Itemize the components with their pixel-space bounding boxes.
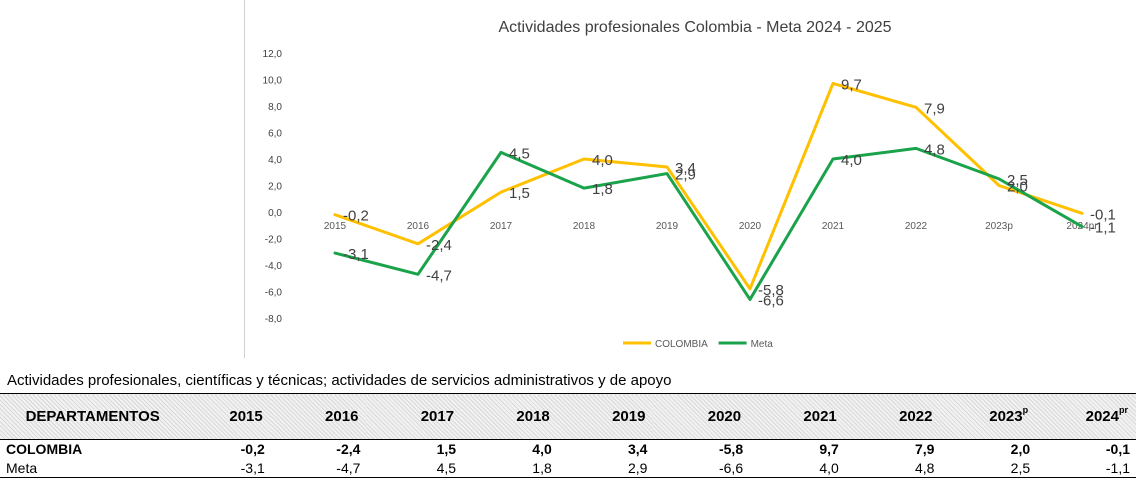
table-cell: -4,7 — [336, 459, 361, 476]
data-label: -4,7 — [426, 267, 452, 284]
data-label: -3,1 — [343, 246, 369, 263]
x-tick-label: 2019 — [656, 221, 679, 232]
data-label: 4,8 — [924, 141, 945, 158]
header-year: 2022 — [899, 408, 933, 425]
data-label: 2,9 — [675, 167, 696, 184]
data-label: 9,7 — [841, 76, 862, 93]
data-label: 4,0 — [592, 152, 613, 169]
x-tick-label: 2022 — [905, 221, 928, 232]
x-tick-label: 2018 — [573, 221, 596, 232]
x-tick-label: 2016 — [407, 221, 430, 232]
header-year: 2021 — [803, 408, 837, 425]
table-caption: Actividades profesionales, científicas y… — [7, 372, 672, 389]
data-label: -1,1 — [1090, 220, 1116, 237]
header-year: 2018 — [516, 408, 550, 425]
y-tick-label: 8,0 — [268, 102, 282, 113]
data-label: -6,6 — [758, 292, 784, 309]
header-departamentos: DEPARTAMENTOS — [25, 408, 160, 425]
data-label: 1,8 — [592, 181, 613, 198]
table-cell: 4,0 — [819, 459, 839, 476]
y-tick-label: -8,0 — [265, 314, 283, 325]
table-cell: -3,1 — [240, 459, 265, 476]
data-label: 1,5 — [509, 185, 530, 202]
header-year: 2020 — [707, 408, 742, 425]
table-cell: 1,5 — [436, 441, 457, 458]
header-year: 2024pr — [1085, 405, 1128, 425]
data-label: 3,4 — [675, 160, 696, 177]
table-cell: 2,0 — [1010, 441, 1031, 458]
table-cell: -6,6 — [718, 459, 744, 476]
header-year: 2019 — [612, 408, 646, 425]
table-header-row: DEPARTAMENTOS 2015 2016 2017 2018 2019 2… — [0, 393, 1136, 440]
y-tick-label: 2,0 — [268, 182, 282, 193]
data-table: DEPARTAMENTOS 2015 2016 2017 2018 2019 2… — [0, 393, 1136, 478]
data-label: 4,0 — [841, 152, 862, 169]
line-chart: Actividades profesionales Colombia - Met… — [263, 19, 1116, 350]
data-label: -2,4 — [426, 237, 452, 254]
x-tick-label: 2017 — [490, 221, 513, 232]
y-tick-label: -6,0 — [265, 288, 283, 299]
y-tick-label: 10,0 — [263, 76, 283, 87]
y-tick-label: 4,0 — [268, 155, 282, 166]
row-label: Meta — [6, 459, 38, 476]
chart-title: Actividades profesionales Colombia - Met… — [498, 19, 891, 36]
data-label: 2,5 — [1007, 172, 1028, 189]
table-cell: 2,5 — [1010, 459, 1031, 476]
x-tick-label: 2023p — [985, 221, 1013, 232]
y-tick-label: -4,0 — [265, 261, 283, 272]
header-year: 2023p — [989, 405, 1029, 425]
x-tick-label: 2021 — [822, 221, 845, 232]
x-tick-label: 2020 — [739, 221, 762, 232]
data-label: 2,0 — [1007, 179, 1028, 196]
table-cell: -0,1 — [1105, 441, 1130, 458]
table-cell: 7,9 — [914, 441, 935, 458]
y-tick-label: 0,0 — [268, 208, 282, 219]
header-year: 2016 — [325, 408, 359, 425]
chart-panel: Actividades profesionales Colombia - Met… — [244, 0, 1136, 358]
table-cell: -2,4 — [336, 441, 361, 458]
y-tick-label: 6,0 — [268, 129, 282, 140]
table-cell: -1,1 — [1105, 459, 1130, 476]
data-label: 4,5 — [509, 145, 530, 162]
legend-label: Meta — [751, 339, 774, 350]
table-cell: 3,4 — [627, 441, 648, 458]
data-label: -0,2 — [343, 208, 369, 225]
table-cell: -5,8 — [718, 441, 744, 458]
header-year: 2015 — [229, 408, 263, 425]
table-row-meta: Meta -3,1 -4,7 4,5 1,8 2,9 -6,6 4,0 4,8 … — [0, 459, 1136, 478]
data-label: -0,1 — [1090, 206, 1116, 223]
table-cell: 2,9 — [627, 459, 648, 476]
series-line-colombia — [333, 81, 1084, 291]
table-cell: 4,0 — [532, 441, 552, 458]
table-cell: 1,8 — [532, 459, 552, 476]
table-cell: 4,8 — [914, 459, 935, 476]
table-cell: 9,7 — [819, 441, 839, 458]
table-cell: -0,2 — [240, 441, 265, 458]
header-year: 2017 — [420, 408, 455, 425]
table-cell: 4,5 — [436, 459, 457, 476]
row-label: COLOMBIA — [6, 441, 83, 458]
x-tick-label: 2015 — [324, 221, 347, 232]
table-row-colombia: COLOMBIA -0,2 -2,4 1,5 4,0 3,4 -5,8 9,7 … — [0, 440, 1136, 459]
y-tick-label: 12,0 — [263, 49, 283, 60]
data-label: 7,9 — [924, 100, 945, 117]
y-tick-label: -2,0 — [265, 235, 283, 246]
series-line-meta — [333, 146, 1084, 301]
data-label: -5,8 — [758, 282, 784, 299]
legend-label: COLOMBIA — [655, 339, 708, 350]
